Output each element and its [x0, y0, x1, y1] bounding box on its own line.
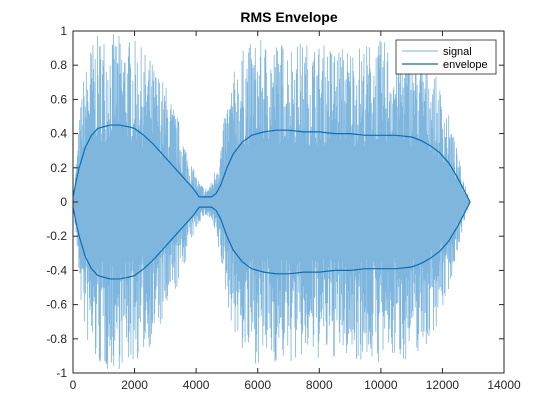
y-tick-label: -0.6	[46, 298, 67, 312]
y-tick-label: 0.2	[50, 161, 67, 175]
x-tick-label: 8000	[306, 378, 333, 392]
x-tick-label: 14000	[487, 378, 521, 392]
x-tick-label: 0	[70, 378, 77, 392]
y-tick-label: -0.4	[46, 263, 67, 277]
envelope-upper-line	[72, 124, 471, 203]
legend-label-envelope: envelope	[443, 59, 488, 71]
chart-title: RMS Envelope	[240, 9, 337, 25]
x-tick-label: 10000	[364, 378, 398, 392]
y-tick-label: 0	[60, 195, 67, 209]
signal-series-line	[72, 33, 471, 369]
y-tick-label: 0.8	[50, 58, 67, 72]
y-tick-label: 1	[60, 24, 67, 38]
axis-ticks: 0 2000 4000 6000 8000 10000 12000 14000 1 0.8 0.6 0…	[46, 24, 521, 392]
y-tick-label: -0.8	[46, 332, 67, 346]
legend-box	[395, 39, 497, 75]
x-tick-label: 4000	[183, 378, 210, 392]
x-tick-label: 2000	[121, 378, 148, 392]
x-tick-label: 12000	[426, 378, 460, 392]
legend-label-signal: signal	[443, 46, 472, 58]
envelope-lower-line	[72, 201, 471, 280]
y-tick-label: 0.6	[50, 92, 67, 106]
plot-area	[72, 33, 471, 369]
y-tick-label: 0.4	[50, 127, 67, 141]
y-tick-label: -1	[56, 366, 67, 380]
y-tick-label: -0.2	[46, 229, 67, 243]
x-tick-label: 6000	[244, 378, 271, 392]
